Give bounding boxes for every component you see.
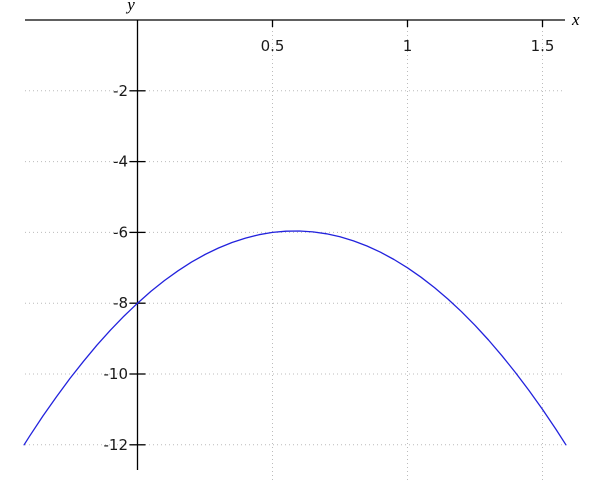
gridlines-group [25, 23, 562, 480]
x-tick-label: 1 [403, 37, 413, 55]
tick-marks-group [129, 20, 544, 446]
y-tick-label: -12 [104, 436, 129, 454]
axes-group [25, 19, 565, 470]
x-axis-label: x [571, 10, 580, 29]
y-tick-label: -4 [113, 153, 128, 171]
y-tick-label: -2 [113, 82, 128, 100]
y-tick-label: -10 [104, 365, 129, 383]
function-curve [23, 230, 567, 446]
tick-labels-group: 0.5 1 1.5 -2 -4 -6 -8 -10 -12 [104, 37, 555, 454]
y-axis-label: y [125, 0, 135, 14]
y-tick-label: -6 [113, 223, 128, 241]
x-tick-label: 1.5 [531, 37, 555, 55]
y-tick-label: -8 [113, 294, 128, 312]
x-tick-label: 0.5 [261, 37, 285, 55]
series-group [23, 230, 567, 446]
